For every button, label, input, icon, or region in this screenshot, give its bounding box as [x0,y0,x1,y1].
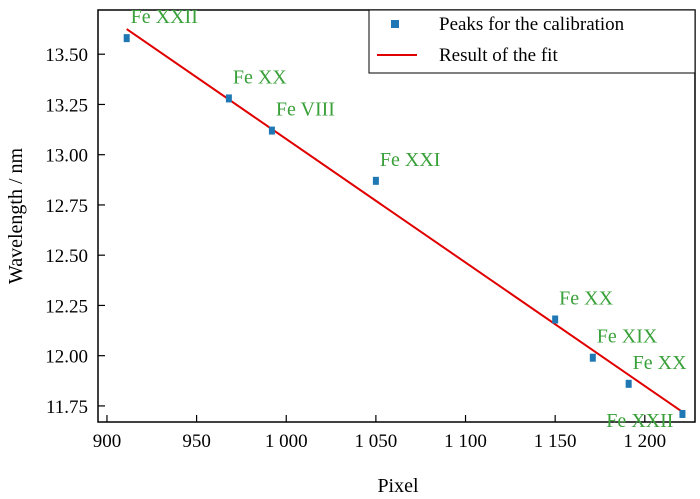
data-point [123,34,130,43]
peak-annotation: Fe XX [233,66,287,88]
data-point [372,176,379,185]
legend-label-peaks: Peaks for the calibration [439,14,625,35]
legend: Peaks for the calibration Result of the … [368,9,696,74]
y-tick-label: 12.75 [45,196,88,217]
peak-annotation: Fe XIX [597,326,658,348]
data-point [268,126,275,135]
data-point [589,353,596,362]
data-point [225,94,232,103]
x-tick-label: 1 050 [355,431,398,452]
y-tick-label: 11.75 [46,397,88,418]
data-point [679,409,686,418]
y-tick-label: 12.25 [45,296,88,317]
peak-annotation: Fe XX [559,288,613,310]
y-axis-title: Wavelength / nm [5,147,27,284]
series-layer [123,28,686,418]
x-tick-label: 1 000 [265,431,308,452]
legend-marker-peaks [391,20,399,28]
x-tick-label: 1 150 [534,431,577,452]
peak-annotation: Fe XXII [131,6,198,28]
y-tick-label: 13.25 [45,95,88,116]
x-tick-label: 1 200 [623,431,666,452]
legend-label-fit: Result of the fit [439,45,558,66]
x-tick-label: 1 100 [444,431,487,452]
peak-annotation: Fe XX [633,352,687,374]
y-tick-label: 13.00 [45,146,88,167]
data-point [552,315,559,324]
annotation-layer: Fe XXII Fe XX Fe VIII Fe XXI Fe XX Fe XIX Fe X… [131,6,687,432]
peak-annotation: Fe XXII [606,410,673,432]
peak-annotation: Fe XXI [380,149,441,171]
legend-box [368,9,696,74]
y-tick-label: 12.50 [45,246,88,267]
data-point [625,379,632,388]
y-tick-label: 12.00 [45,347,88,368]
x-axis-title: Pixel [377,475,419,497]
y-axis: 11.75 12.00 12.25 12.50 12.75 13.00 13.25 13.50 [45,45,105,418]
x-tick-label: 950 [182,431,211,452]
peak-annotation: Fe VIII [276,99,335,121]
fit-line [126,28,684,413]
x-axis: 900 950 1 000 1 050 1 100 1 150 1 200 [93,415,666,452]
y-tick-label: 13.50 [45,45,88,66]
x-tick-label: 900 [93,431,122,452]
